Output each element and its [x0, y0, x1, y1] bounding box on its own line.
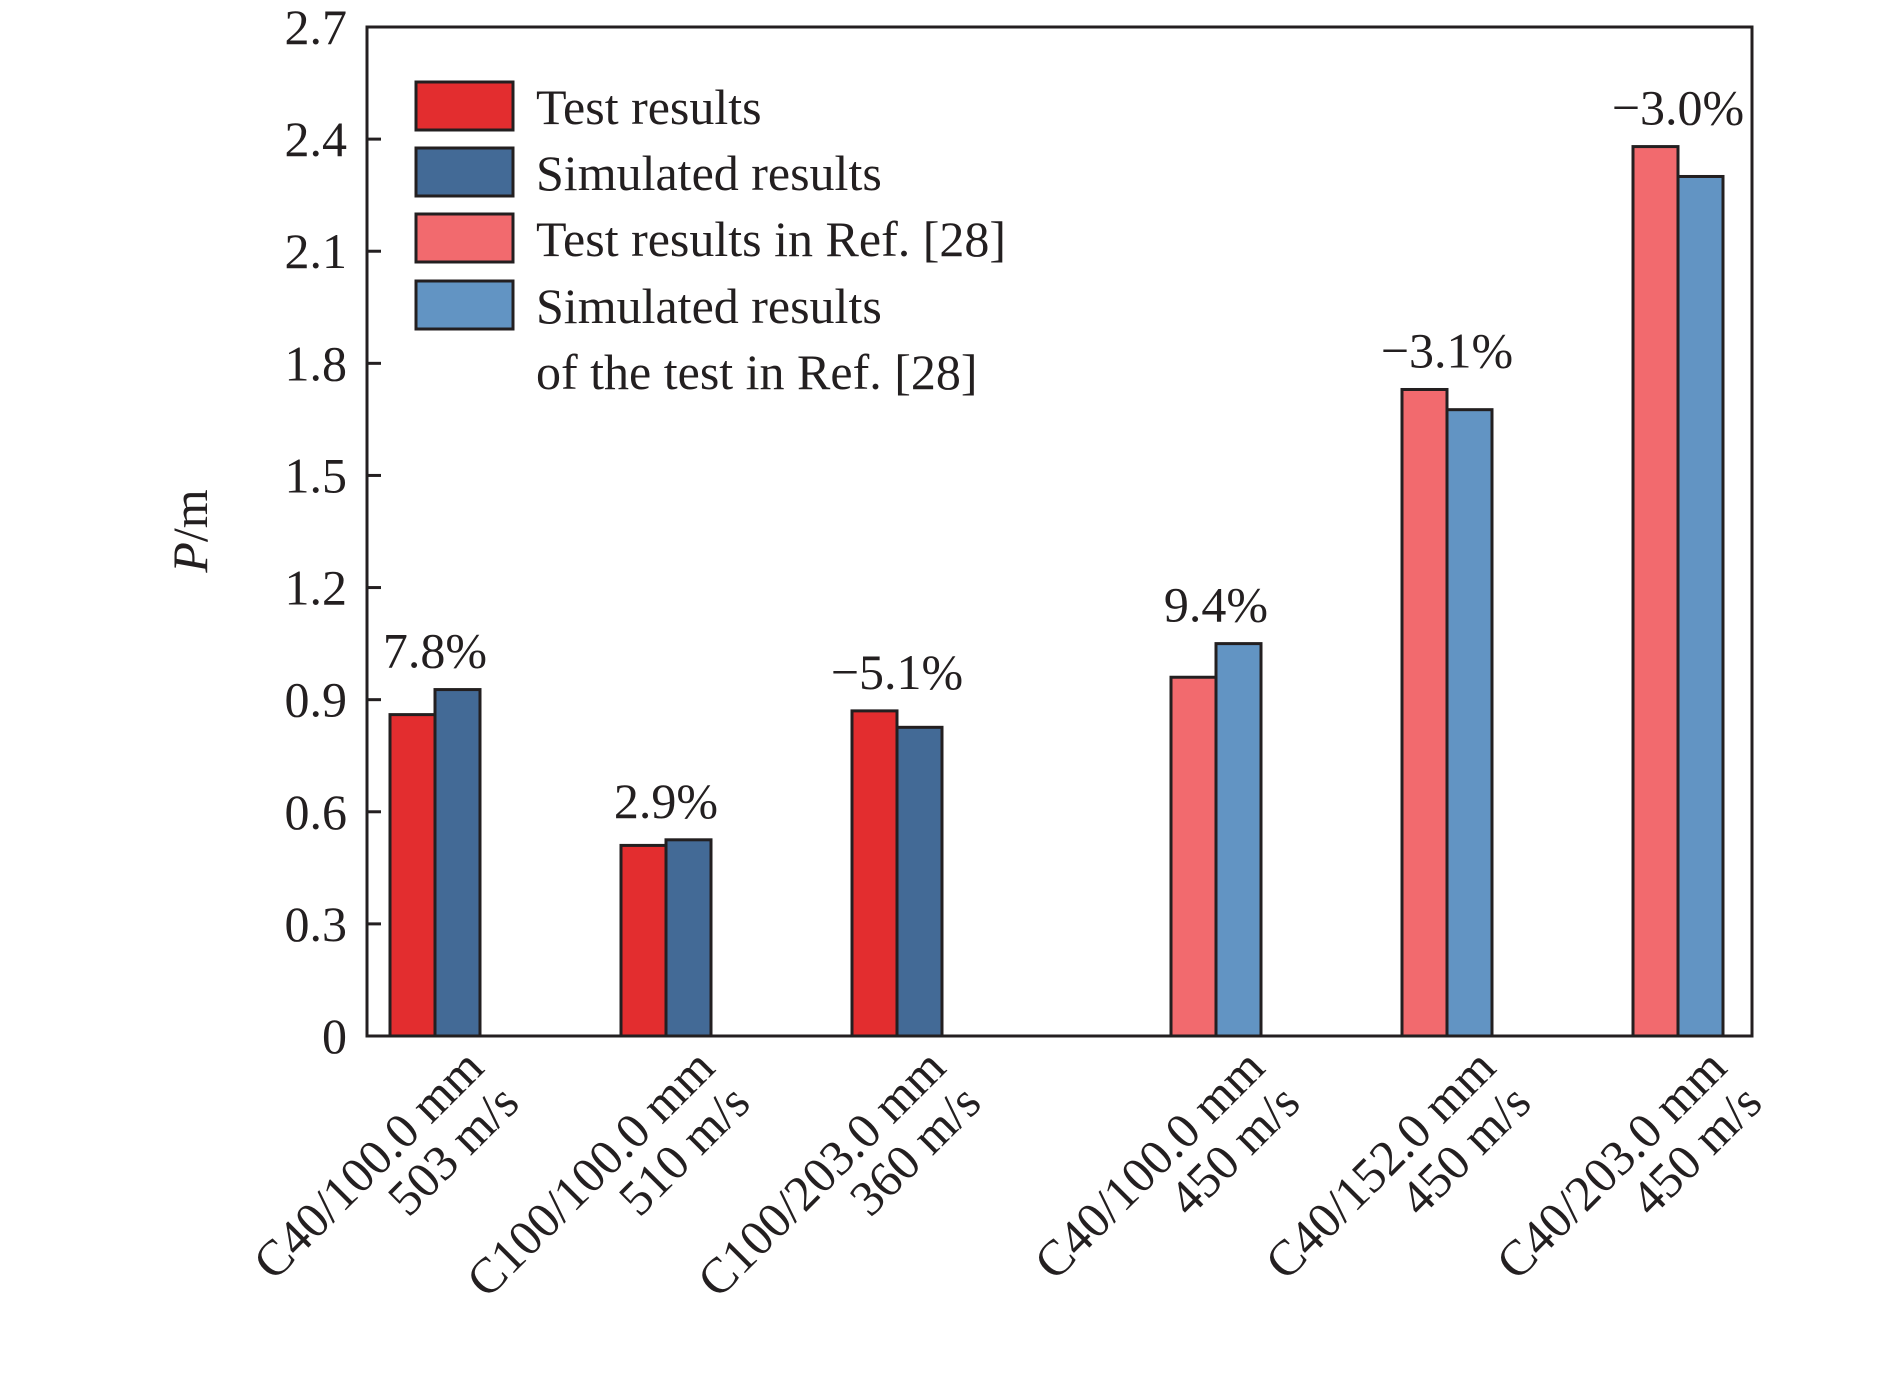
y-tick-label: 2.1 — [285, 223, 348, 279]
bar-test-4 — [1169, 675, 1218, 1038]
y-tick-label: 0.3 — [285, 896, 348, 952]
difference-label-2: 2.9% — [614, 773, 718, 829]
x-category-label-3: C100/203.0 mm360 m/s — [686, 1038, 991, 1343]
y-axis-label: P/m — [162, 489, 218, 573]
bar-simulated-3 — [895, 725, 944, 1038]
y-tick-label: 0 — [322, 1008, 347, 1064]
axis-layer — [365, 25, 1754, 1038]
bar-simulated-6 — [1676, 174, 1725, 1038]
bar-simulated-5 — [1445, 408, 1494, 1038]
y-axis-label-symbol: P — [162, 542, 218, 574]
legend-swatch-2 — [414, 146, 515, 198]
y-axis-label-unit: /m — [162, 489, 218, 542]
bar-test-5 — [1400, 387, 1449, 1038]
difference-label-5: −3.1% — [1381, 322, 1513, 378]
legend-label-2: Simulated results — [536, 145, 882, 201]
bar-test-6 — [1631, 145, 1680, 1038]
legend-swatch-3 — [414, 212, 515, 264]
bar-simulated-2 — [664, 838, 713, 1038]
legend: Test results Simulated results Test result… — [414, 79, 1006, 400]
legend-label-4: Simulated results — [536, 278, 882, 334]
legend-label-4-line2: of the test in Ref. [28] — [536, 344, 978, 400]
x-category-label-4: C40/100.0 mm450 m/s — [1023, 1038, 1310, 1325]
legend-label-3: Test results in Ref. [28] — [536, 211, 1006, 267]
difference-label-1: 7.8% — [383, 623, 487, 679]
y-tick-label: 2.4 — [285, 111, 348, 167]
y-tick-label: 1.2 — [285, 560, 348, 616]
y-tick-label: 2.7 — [285, 0, 348, 55]
bar-test-1 — [388, 713, 437, 1038]
legend-label-1: Test results — [536, 79, 762, 135]
y-tick-label: 1.5 — [285, 447, 348, 503]
difference-label-6: −3.0% — [1612, 80, 1744, 136]
bar-test-3 — [850, 709, 899, 1038]
annotations-layer: 7.8% 2.9% −5.1% 9.4% −3.1% −3.0% — [383, 80, 1744, 829]
legend-swatch-1 — [414, 80, 515, 132]
bar-simulated-4 — [1214, 642, 1263, 1038]
difference-label-3: −5.1% — [831, 644, 963, 700]
y-axis-ticks: 0 0.3 0.6 0.9 1.2 1.5 1.8 2.1 2.4 2.7 — [285, 0, 381, 1064]
bar-test-2 — [619, 843, 668, 1038]
difference-label-4: 9.4% — [1164, 577, 1268, 633]
plot-frame — [365, 25, 1754, 1038]
bar-simulated-1 — [433, 688, 482, 1038]
y-tick-label: 0.6 — [285, 784, 348, 840]
legend-swatch-4 — [414, 279, 515, 331]
y-tick-label: 0.9 — [285, 672, 348, 728]
y-tick-label: 1.8 — [285, 335, 348, 391]
x-category-label-5: C40/152.0 mm450 m/s — [1254, 1038, 1541, 1325]
x-category-label-6: C40/203.0 mm450 m/s — [1485, 1038, 1772, 1325]
